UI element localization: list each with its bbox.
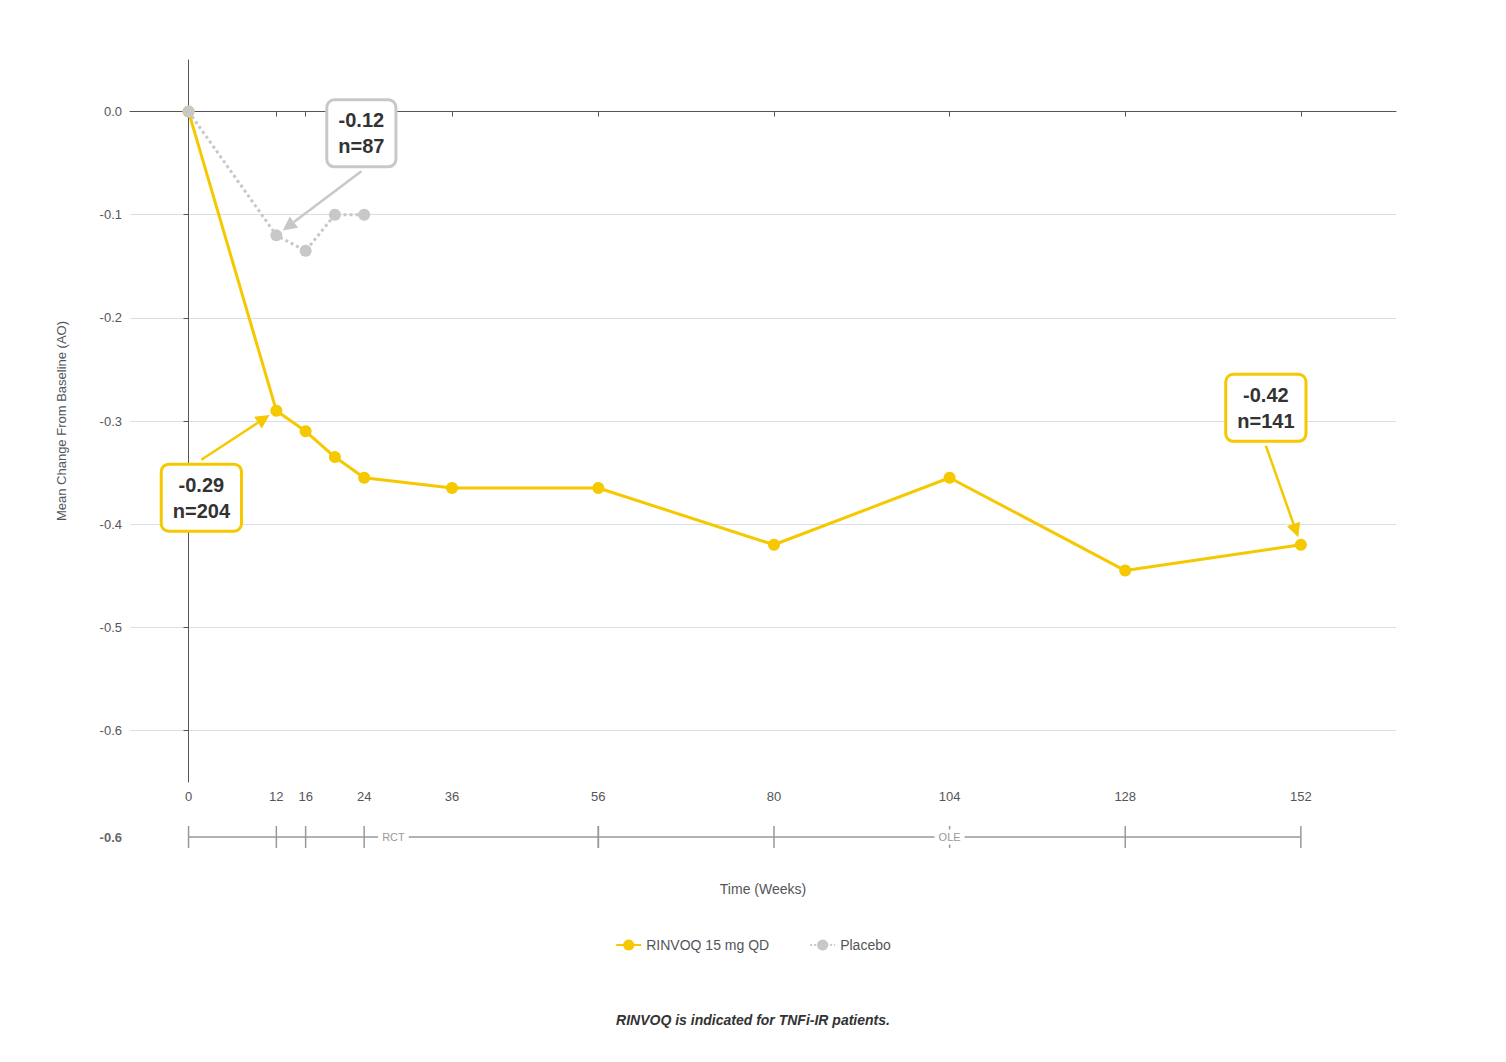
svg-text:128: 128: [1114, 789, 1136, 804]
svg-text:-0.1: -0.1: [100, 207, 122, 222]
svg-text:16: 16: [298, 789, 312, 804]
svg-text:n=87: n=87: [338, 135, 384, 157]
svg-text:-0.42: -0.42: [1243, 384, 1289, 406]
svg-text:n=204: n=204: [173, 500, 231, 522]
svg-text:Mean Change From Baseline (AO): Mean Change From Baseline (AO): [54, 321, 69, 521]
svg-text:RINVOQ 15 mg QD: RINVOQ 15 mg QD: [646, 937, 769, 953]
svg-text:RCT: RCT: [382, 831, 405, 843]
svg-text:Time (Weeks): Time (Weeks): [720, 881, 806, 897]
svg-text:36: 36: [445, 789, 459, 804]
svg-text:152: 152: [1290, 789, 1312, 804]
svg-text:Placebo: Placebo: [840, 937, 891, 953]
svg-text:-0.12: -0.12: [339, 109, 385, 131]
svg-text:-0.29: -0.29: [179, 474, 225, 496]
svg-text:OLE: OLE: [939, 831, 961, 843]
svg-text:-0.6: -0.6: [100, 723, 122, 738]
svg-text:RINVOQ is indicated for TNFi-I: RINVOQ is indicated for TNFi-IR patients…: [616, 1012, 890, 1028]
svg-text:24: 24: [357, 789, 371, 804]
svg-text:-0.6: -0.6: [100, 830, 122, 845]
svg-text:80: 80: [767, 789, 781, 804]
svg-text:12: 12: [269, 789, 283, 804]
svg-text:n=141: n=141: [1237, 410, 1294, 432]
svg-text:-0.4: -0.4: [100, 517, 122, 532]
svg-text:-0.2: -0.2: [100, 310, 122, 325]
svg-text:0.0: 0.0: [104, 104, 122, 119]
svg-text:0: 0: [185, 789, 192, 804]
svg-text:56: 56: [591, 789, 605, 804]
svg-text:-0.5: -0.5: [100, 620, 122, 635]
svg-text:104: 104: [939, 789, 961, 804]
svg-text:-0.3: -0.3: [100, 414, 122, 429]
